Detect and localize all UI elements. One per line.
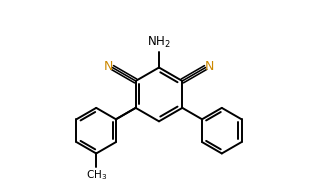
Text: N: N (205, 60, 214, 73)
Text: CH$_3$: CH$_3$ (86, 169, 107, 182)
Text: NH$_2$: NH$_2$ (147, 35, 171, 50)
Text: N: N (104, 60, 113, 73)
